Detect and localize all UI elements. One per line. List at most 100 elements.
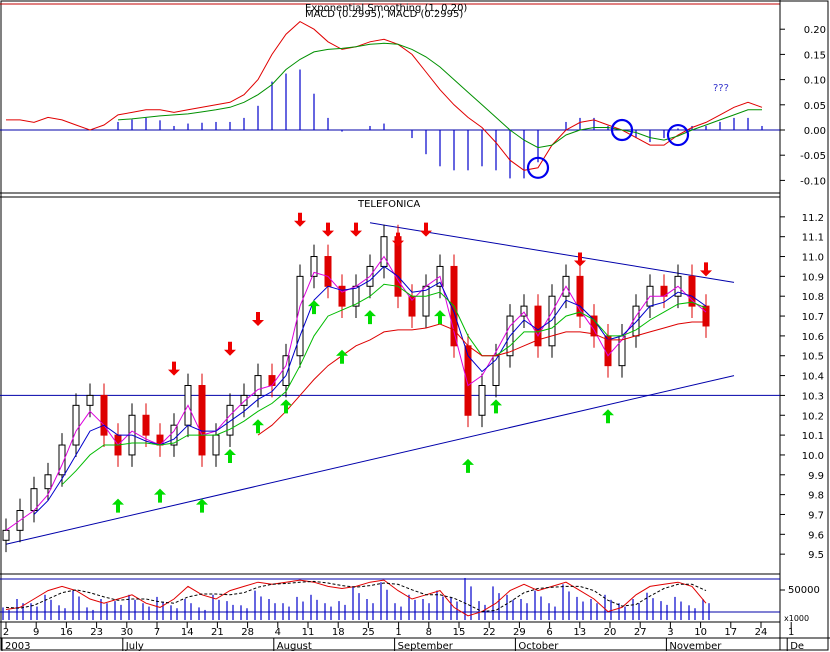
- macd-ytick-label: 0.05: [804, 101, 826, 112]
- x-month-label: October: [518, 641, 559, 652]
- price-ytick-label: 9.8: [808, 491, 824, 502]
- price-ytick-label: 10.3: [802, 391, 824, 402]
- price-ytick-label: 11.1: [802, 233, 824, 244]
- x-day-label: 10: [694, 627, 707, 638]
- macd-question-annotation: ???: [713, 83, 729, 94]
- volume-multiplier-label: x1000: [784, 614, 809, 623]
- price-ytick-label: 9.9: [808, 471, 824, 482]
- sell-arrow: [322, 222, 334, 237]
- x-day-label: 29: [513, 627, 526, 638]
- macd-panel: 0.20 0.15 0.10 0.05 0.00 -0.05 -0.10: [0, 20, 826, 187]
- candle-body: [86, 394, 94, 406]
- candle-body: [702, 305, 710, 327]
- price-ytick-label: 10.6: [802, 332, 824, 343]
- candle-body: [58, 444, 66, 476]
- macd-overlay-title: Exponential Smoothing (1, 0.20): [305, 3, 467, 14]
- buy-arrow: [490, 399, 502, 414]
- macd-series-macd: [6, 20, 763, 171]
- x-day-label: 14: [181, 627, 194, 638]
- x-day-label: 13: [573, 627, 586, 638]
- sell-arrow: [224, 341, 236, 356]
- macd-ytick-label: -0.05: [800, 151, 826, 162]
- buy-arrow: [308, 300, 320, 315]
- buy-arrow: [336, 349, 348, 364]
- price-panel: 11.2 11.1 11.0 10.9 10.8 10.7 10.6 10.5 10.4 10.3…: [0, 212, 824, 561]
- candle-body: [254, 375, 262, 396]
- macd-ytick-label: 0.15: [804, 50, 826, 61]
- macd-ytick-label: 0.10: [804, 76, 826, 87]
- volume-tick-label: 50000: [788, 585, 820, 596]
- price-ma-ma_slow: [61, 283, 707, 486]
- candle-body: [548, 295, 556, 347]
- x-day-label: 18: [332, 627, 345, 638]
- x-day-label: 17: [724, 627, 737, 638]
- x-day-label: 15: [453, 627, 466, 638]
- candle-body: [142, 414, 150, 436]
- candle-body: [268, 375, 276, 387]
- volume-stochastic-panel: [0, 578, 785, 620]
- x-day-label: 25: [362, 627, 375, 638]
- macd-ytick-label: 0.00: [804, 126, 826, 137]
- price-ma-ma_fast: [5, 255, 707, 531]
- stochastic-stoch_d: [5, 580, 707, 613]
- candle-body: [478, 385, 486, 416]
- price-ytick-label: 10.9: [802, 272, 824, 283]
- x-day-label: 28: [241, 627, 254, 638]
- sell-arrow: [294, 212, 306, 227]
- macd-title: MACD (0.2995), MACD (0.2995): [305, 9, 463, 20]
- macd-ytick-label: -0.10: [800, 176, 826, 187]
- price-ytick-label: 10.7: [802, 312, 824, 323]
- x-day-label: 6: [546, 627, 552, 638]
- price-ytick-label: 10.1: [802, 431, 824, 442]
- x-day-label: 2: [3, 627, 9, 638]
- sell-arrow: [350, 222, 362, 237]
- buy-arrow: [602, 409, 614, 424]
- candle-body: [632, 305, 640, 337]
- sell-arrow: [252, 311, 264, 326]
- x-day-label: 22: [483, 627, 496, 638]
- buy-arrow: [462, 458, 474, 473]
- x-day-label: 16: [60, 627, 73, 638]
- price-title: TELEFONICA: [357, 199, 420, 210]
- candle-body: [170, 424, 178, 446]
- x-day-label: 24: [755, 627, 768, 638]
- x-month-label: July: [125, 641, 144, 652]
- x-day-label: 3: [667, 627, 673, 638]
- x-day-label: 27: [634, 627, 647, 638]
- buy-arrow: [224, 448, 236, 463]
- x-day-label: 1: [788, 627, 794, 638]
- macd-series-signal: [117, 42, 762, 149]
- candle-body: [408, 295, 416, 317]
- x-day-label: 4: [275, 627, 281, 638]
- x-day-label: 11: [302, 627, 315, 638]
- x-day-label: 23: [90, 627, 103, 638]
- candle-body: [2, 529, 10, 541]
- x-day-label: 9: [33, 627, 39, 638]
- candle-body: [30, 488, 38, 512]
- sell-arrow: [392, 232, 404, 247]
- x-month-label: August: [277, 641, 312, 652]
- stochastic-stoch_k: [5, 579, 707, 617]
- candle-body: [212, 434, 220, 456]
- candle-body: [240, 394, 248, 406]
- macd-highlight-circle: [610, 118, 634, 142]
- price-ma-ma_mid: [33, 265, 707, 515]
- price-ytick-label: 10.0: [802, 451, 824, 462]
- x-month-label: De: [790, 641, 804, 652]
- candle-body: [380, 236, 388, 267]
- candle-body: [44, 474, 52, 490]
- candle-body: [310, 256, 318, 277]
- price-ytick-label: 10.8: [802, 292, 824, 303]
- candle-body: [100, 394, 108, 436]
- sell-arrow: [420, 222, 432, 237]
- x-day-label: 1: [395, 627, 401, 638]
- price-ytick-label: 9.7: [808, 510, 824, 521]
- x-day-label: 7: [154, 627, 160, 638]
- price-ytick-label: 10.4: [802, 372, 824, 383]
- x-month-label: September: [398, 641, 454, 652]
- buy-arrow: [112, 498, 124, 513]
- buy-arrow: [252, 419, 264, 434]
